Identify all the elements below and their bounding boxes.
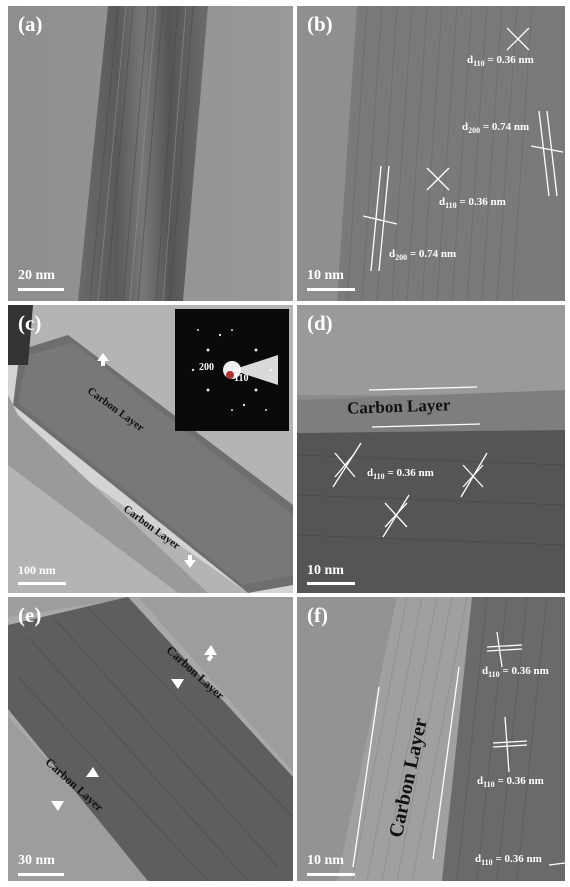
panel-a-image	[8, 6, 293, 301]
panel-b-d110-top: d110 = 0.36 nm	[467, 54, 534, 69]
panel-a-scale-bar	[18, 288, 64, 291]
panel-c-scale-bar	[18, 582, 66, 585]
panel-b-scale-text: 10 nm	[307, 268, 344, 283]
panel-b-scale-bar	[307, 288, 355, 291]
panel-f-d110-mid: d110 = 0.36 nm	[477, 775, 544, 790]
saed-label-110: 110	[234, 373, 249, 384]
panel-e-label: (e)	[18, 603, 42, 627]
panel-d-d110: d110 = 0.36 nm	[367, 467, 434, 482]
panel-d: (d) Carbon Layer d110 = 0.36 nm 10 nm	[297, 305, 565, 593]
panel-f-image	[297, 597, 565, 881]
panel-f-d110-bottom: d110 = 0.36 nm	[475, 853, 542, 868]
panel-b-image	[297, 6, 565, 301]
panel-f-scale-text: 10 nm	[307, 853, 344, 868]
panel-f: (f) Carbon Layer d110 = 0.36 nm d110 = 0…	[297, 597, 565, 881]
panel-b-label: (b)	[307, 12, 333, 36]
panel-b-d110-mid: d110 = 0.36 nm	[439, 196, 506, 211]
panel-d-carbon-layer: Carbon Layer	[346, 395, 451, 418]
panel-f-d110-top: d110 = 0.36 nm	[482, 665, 549, 680]
panel-d-scale-text: 10 nm	[307, 563, 344, 578]
panel-d-image	[297, 305, 565, 593]
panel-b: (b) d110 = 0.36 nm d200 = 0.74 nm d110 =…	[297, 6, 565, 301]
panel-c-label: (c)	[18, 311, 42, 335]
panel-f-label: (f)	[307, 603, 328, 627]
panel-e-scale-bar	[18, 873, 64, 876]
panel-c-image	[8, 305, 293, 593]
panel-a-scale-text: 20 nm	[18, 268, 55, 283]
panel-e: (e) Carbon Layer Carbon Layer 30 nm	[8, 597, 293, 881]
panel-d-scale-bar	[307, 582, 355, 585]
saed-label-200: 200	[199, 362, 214, 373]
panel-b-d200-right: d200 = 0.74 nm	[462, 121, 530, 136]
panel-a: (a) 20 nm	[8, 6, 293, 301]
panel-e-image	[8, 597, 293, 881]
panel-b-d200-left: d200 = 0.74 nm	[389, 248, 457, 263]
panel-d-label: (d)	[307, 311, 333, 335]
panel-c: (c) 200 110 Carbon Layer Carbon Layer 10…	[8, 305, 293, 593]
panel-f-scale-bar	[307, 873, 355, 876]
panel-a-label: (a)	[18, 12, 43, 36]
panel-c-scale-text: 100 nm	[18, 563, 56, 577]
panel-e-scale-text: 30 nm	[18, 853, 55, 868]
